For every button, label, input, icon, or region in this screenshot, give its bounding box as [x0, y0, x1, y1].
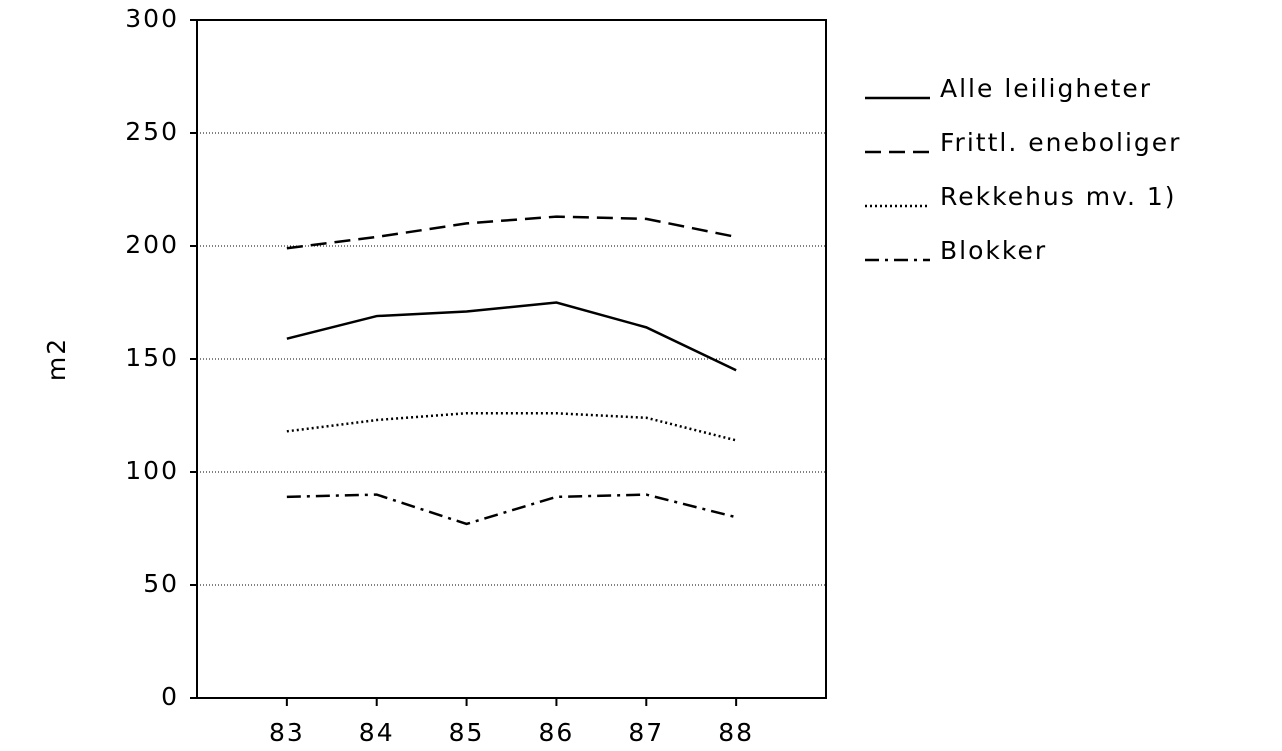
x-tick-label: 86	[539, 718, 575, 747]
plot-frame	[196, 19, 827, 699]
y-tick-label: 200	[125, 230, 179, 259]
y-tick-label: 250	[125, 117, 179, 146]
x-tick-label: 87	[628, 718, 664, 747]
x-tick-label: 84	[359, 718, 395, 747]
series-line	[286, 301, 737, 372]
series-line	[286, 493, 737, 526]
series-line	[286, 411, 737, 442]
series-line	[286, 215, 737, 250]
y-tick-label: 50	[143, 569, 179, 598]
y-tick-label: 100	[125, 456, 179, 485]
x-tick-label: 88	[718, 718, 754, 747]
legend-label: Alle leiligheter	[940, 74, 1152, 103]
y-tick-label: 150	[125, 343, 179, 372]
y-tick-label: 0	[161, 682, 179, 711]
x-tick-label: 83	[269, 718, 305, 747]
legend-label: Rekkehus mv. 1)	[940, 182, 1177, 211]
y-axis-label: m2	[42, 337, 71, 381]
legend-label: Frittl. eneboliger	[940, 128, 1181, 157]
y-tick-label: 300	[125, 4, 179, 33]
legend-label: Blokker	[940, 236, 1047, 265]
x-tick-label: 85	[449, 718, 485, 747]
